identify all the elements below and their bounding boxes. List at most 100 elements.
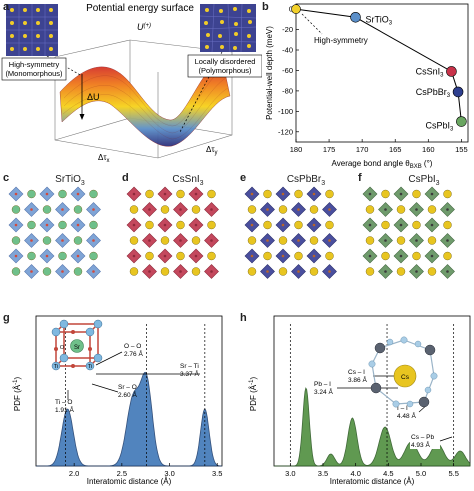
point-srtio3 [350, 11, 361, 23]
point-label-cssni3: CsSnI3 [416, 66, 445, 78]
a-site-atom [294, 251, 303, 261]
b-site-atom [399, 223, 403, 227]
a-site-atom [129, 267, 139, 276]
b-site-atom [163, 223, 167, 227]
b-site-atom [61, 270, 64, 273]
b-site-atom [76, 254, 80, 258]
b-site-atom [415, 208, 418, 211]
b-site-atom [266, 208, 269, 211]
b-site-atom [163, 192, 167, 196]
a-site-atom [412, 189, 421, 199]
polymorphous-thumbnail [199, 3, 257, 53]
b-site-atom [430, 254, 434, 258]
x-tick-label: 3.5 [318, 469, 328, 478]
a-site-atom [145, 220, 154, 230]
svg-text:Cs: Cs [401, 374, 410, 381]
polymorphous-line2: (Polymorphous) [199, 66, 252, 75]
a-site-atom [160, 236, 170, 245]
b-site-atom [328, 208, 331, 211]
chart-frame [295, 3, 469, 143]
svg-text:3.37 Å: 3.37 Å [180, 369, 199, 378]
a-site-atom [73, 205, 83, 214]
a-site-atom [365, 205, 375, 214]
x-tick-label: 155 [455, 145, 468, 154]
a-site-atom [247, 267, 257, 276]
a-site-atom [381, 220, 390, 230]
x-tick-label: 4.0 [350, 469, 360, 478]
svg-text:3.86 Å: 3.86 Å [348, 375, 367, 384]
a-site-atom [145, 189, 154, 199]
a-site-atom [145, 251, 154, 261]
a-site-atom [443, 189, 452, 199]
pdf-h-ylabel: PDF (Å-1) [249, 377, 258, 412]
b-site-atom [281, 254, 285, 258]
b-site-atom [250, 192, 254, 196]
svg-text:3.24 Å: 3.24 Å [314, 387, 333, 396]
a-site-atom [191, 236, 201, 245]
b-site-atom [384, 270, 387, 273]
a-site-atom [396, 205, 406, 214]
x-tick-label: 170 [356, 145, 369, 154]
pdf-chart-srtio3: 2.0 2.5 3.0 3.5 PDF (Å-1) Interatomic dista… [13, 315, 222, 486]
a-site-atom [247, 236, 257, 245]
b-site-atom [281, 223, 285, 227]
a-site-atom [263, 189, 272, 199]
svg-text:Cs – Pb: Cs – Pb [411, 434, 435, 441]
svg-text:2.76 Å: 2.76 Å [124, 349, 143, 358]
b-site-atom [148, 270, 151, 273]
cspbi3-inset: Cs [368, 336, 438, 408]
svg-text:Sr: Sr [74, 345, 80, 351]
b-site-atom [194, 254, 198, 258]
x-tick-label: 3.0 [164, 469, 174, 478]
a-site-atom [427, 236, 437, 245]
b-site-atom [368, 223, 372, 227]
point-origin [291, 4, 301, 14]
structure-title-cspbi3: CsPbI3 [408, 174, 440, 187]
structure-srtio3 [8, 186, 101, 279]
x-tick-label: 5.0 [416, 469, 426, 478]
x-tick-label: 3.5 [212, 469, 222, 478]
a-site-atom [309, 267, 319, 276]
a-site-atom [27, 220, 36, 230]
b-site-atom [210, 239, 213, 242]
b-site-atom [446, 239, 449, 242]
y-tick-label: -20 [282, 25, 293, 34]
x-tick-label: 2.5 [117, 469, 127, 478]
a-site-atom [160, 267, 170, 276]
polymorphous-line1: Locally disordered [195, 57, 256, 66]
svg-text:1.91 Å: 1.91 Å [55, 405, 74, 414]
a-site-atom [191, 205, 201, 214]
b-site-atom [368, 254, 372, 258]
point-label-srtio3: SrTiO3 [366, 14, 393, 26]
a-site-atom [129, 236, 139, 245]
b-site-atom [61, 208, 64, 211]
b-site-atom [446, 208, 449, 211]
y-tick-label: -40 [282, 46, 293, 55]
b-site-atom [312, 254, 316, 258]
well-depth-chart: 180 175 170 165 160 1550-20-40-60-80-100-120 … [265, 3, 469, 170]
a-site-atom [11, 205, 21, 214]
structure-title-cssni3: CsSnI3 [172, 174, 204, 187]
a-site-atom [325, 220, 334, 230]
x-tick-label: 5.5 [448, 469, 458, 478]
b-site-atom [312, 223, 316, 227]
a-site-atom [176, 251, 185, 261]
structure-cspbi3 [362, 186, 455, 279]
b-site-atom [92, 270, 95, 273]
point-label-cspbi3: CsPbI3 [426, 121, 455, 133]
b-site-atom [328, 239, 331, 242]
panel-label-b: b [262, 1, 269, 13]
b-site-atom [76, 192, 80, 196]
b-site-atom [45, 254, 49, 258]
b-site-atom [266, 270, 269, 273]
b-site-atom [92, 239, 95, 242]
point-cspbi3 [456, 116, 467, 127]
a-site-atom [278, 236, 288, 245]
panel-label-c: c [3, 172, 10, 184]
y-tick-label: -100 [278, 107, 293, 116]
high-symmetry-label: High-symmetry [314, 36, 368, 45]
pdf-chart-cspbi3: 3.0 3.5 4.0 4.5 5.0 5.5 PDF (Å-1) Interatomic… [249, 315, 471, 486]
potential-energy-surface-figure: Potential energy surface ΔU U(+) Δτx Δτy [1, 3, 263, 164]
a-site-atom [129, 205, 139, 214]
svg-text:Ti: Ti [88, 364, 92, 370]
